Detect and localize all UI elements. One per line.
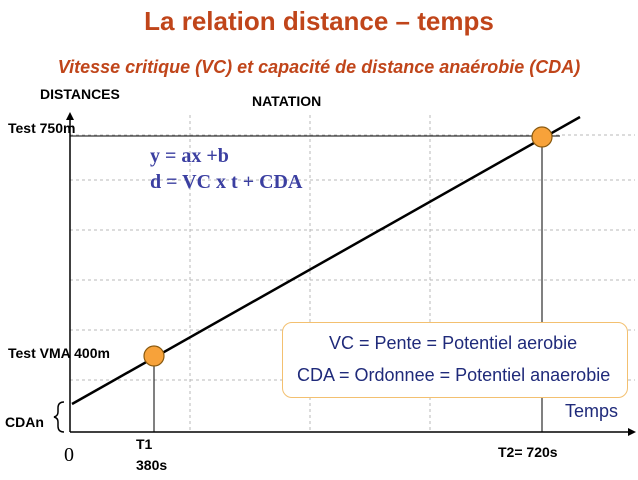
equation-distance: d = VC x t + CDA: [150, 171, 303, 193]
legend-box: VC = Pente = Potentiel aerobie CDA = Ord…: [282, 322, 628, 398]
slide-subtitle: Vitesse critique (VC) et capacité de dis…: [57, 57, 581, 77]
origin-label: 0: [64, 444, 74, 466]
label-test-750m: Test 750m: [8, 120, 76, 136]
panel-label: NATATION: [252, 93, 322, 109]
label-cdan: CDAn: [5, 414, 44, 430]
y-axis-label: DISTANCES: [40, 86, 120, 102]
label-t2: T2= 720s: [498, 444, 558, 460]
equation-general: y = ax +b: [150, 145, 229, 167]
x-axis-label: Temps: [565, 401, 619, 421]
marker-vma-400m: [143, 345, 165, 367]
marker-750m: [531, 126, 553, 148]
label-t1: T1: [136, 436, 153, 452]
cda-brace: [53, 401, 65, 433]
legend-vc: VC = Pente = Potentiel aerobie: [329, 333, 578, 353]
label-t1-value: 380s: [136, 457, 168, 473]
y-axis-arrow: [66, 112, 74, 120]
slide-title: La relation distance – temps: [144, 6, 494, 36]
legend-cda: CDA = Ordonnee = Potentiel anaerobie: [297, 365, 611, 385]
label-test-vma-400m: Test VMA 400m: [8, 345, 110, 361]
x-axis-arrow: [628, 428, 636, 436]
